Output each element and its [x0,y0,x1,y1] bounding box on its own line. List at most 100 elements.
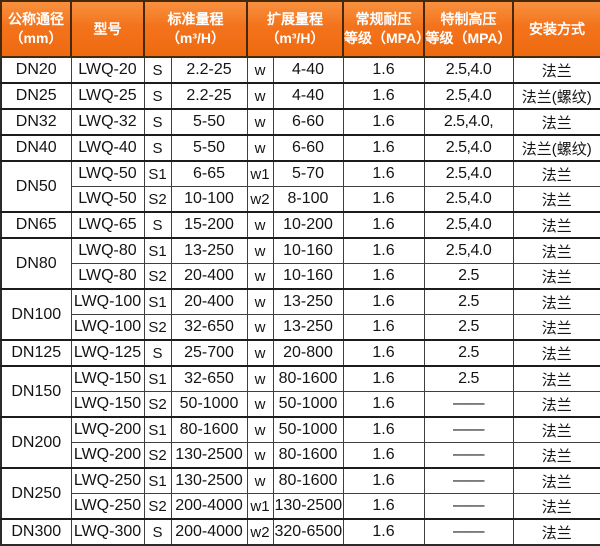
table-header: 公称通径 （mm） 型号 标准量程 （m³/H） 扩展量程 （m³/H） 常规耐… [0,0,600,58]
model-cell: LWQ-200 [70,416,145,443]
std-range-cell: 32-650 [170,314,248,341]
pressure-cell: 1.6 [342,467,425,494]
ext-code-cell: w [246,391,274,418]
install-cell: 法兰 [512,493,600,520]
table-row: DN250 LWQ-250 S1 130-2500 w 80-1600 1.6 —— 法兰 [0,467,600,520]
std-code-cell: S [143,134,172,162]
header-label-line2: （mm） [9,30,63,46]
model-cell: LWQ-80 [70,237,145,264]
ext-range-cell: 80-1600 [272,365,344,392]
ext-range-cell: 10-160 [272,263,344,290]
pressure-cell: 1.6 [342,82,425,110]
pressure-cell: 1.6 [342,365,425,392]
ext-range-cell: 5-70 [272,160,344,187]
ext-range-cell: 50-1000 [272,391,344,418]
install-cell: 法兰 [512,518,600,546]
std-range-cell: 2.2-25 [170,56,248,84]
high-pressure-cell: —— [423,391,514,418]
model-cell: LWQ-32 [70,108,145,136]
std-range-cell: 200-4000 [170,518,248,546]
table-row: DN20 LWQ-20 S 2.2-25 w 4-40 1.6 2.5,4.0 法兰 [0,56,600,84]
header-cell-standard-range: 标准量程 （m³/H） [143,0,248,58]
pressure-cell: 1.6 [342,416,425,443]
ext-range-cell: 50-1000 [272,416,344,443]
ext-range-cell: 10-200 [272,211,344,239]
install-cell: 法兰 [512,391,600,418]
table-row: LWQ-150 S2 50-1000 w 50-1000 1.6 —— 法兰 [1,391,600,418]
ext-code-cell: w [246,263,274,290]
high-pressure-cell: 2.5,4.0 [423,211,514,239]
install-cell: 法兰 [512,314,600,341]
table-row: DN40 LWQ-40 S 5-50 w 6-60 1.6 2.5,4.0 法兰(螺纹) [0,134,600,162]
table-row: LWQ-250 S2 200-4000 w1 130-2500 1.6 —— 法兰 [1,493,600,520]
table-row: LWQ-200 S2 130-2500 w 80-1600 1.6 —— 法兰 [1,442,600,469]
dn-cell: DN125 [0,339,72,367]
model-cell: LWQ-40 [70,134,145,162]
table-row: LWQ-80 S2 20-400 w 10-160 1.6 2.5 法兰 [1,263,600,290]
header-cell-extended-range: 扩展量程 （m³/H） [246,0,344,58]
std-range-cell: 25-700 [170,339,248,367]
header-cell-high-pressure: 特制高压 等级（MPA） [423,0,514,58]
dn-cell: DN100 [0,288,72,341]
std-range-cell: 5-50 [170,134,248,162]
ext-range-cell: 10-160 [272,237,344,264]
header-label-line1: 公称通径 [8,11,64,28]
ext-code-cell: w [246,211,274,239]
model-cell: LWQ-100 [70,314,145,341]
model-cell: LWQ-150 [70,391,145,418]
header-label-line1: 常规耐压 [355,11,412,28]
std-range-cell: 20-400 [170,263,248,290]
model-cell: LWQ-25 [70,82,145,110]
high-pressure-cell: 2.5,4.0, [423,108,514,136]
header-label-line1: 特制高压 [440,11,497,28]
std-code-cell: S2 [143,391,172,418]
pressure-cell: 1.6 [342,288,425,315]
dn-cell: DN65 [0,211,72,239]
model-cell: LWQ-50 [70,160,145,187]
std-range-cell: 13-250 [170,237,248,264]
ext-range-cell: 80-1600 [272,442,344,469]
std-code-cell: S2 [143,493,172,520]
std-code-cell: S [143,518,172,546]
std-code-cell: S2 [143,314,172,341]
table-row: DN300 LWQ-300 S 200-4000 w2 320-6500 1.6 —— 法兰 [0,518,600,546]
header-label-line1: 标准量程 [167,11,224,28]
header-label-line2: 等级（MPA） [425,30,512,46]
pressure-cell: 1.6 [342,56,425,84]
ext-code-cell: w [246,314,274,341]
std-range-cell: 130-2500 [170,442,248,469]
install-cell: 法兰 [512,263,600,290]
high-pressure-cell: —— [423,416,514,443]
high-pressure-cell: —— [423,518,514,546]
std-code-cell: S [143,339,172,367]
ext-code-cell: w [246,416,274,443]
dn-cell: DN25 [0,82,72,110]
install-cell: 法兰 [512,467,600,494]
ext-code-cell: w [246,467,274,494]
ext-range-cell: 8-100 [272,186,344,213]
install-cell: 法兰 [512,108,600,136]
ext-range-cell: 6-60 [272,108,344,136]
std-code-cell: S [143,108,172,136]
header-label-line2: （m³/H） [165,30,226,46]
pressure-cell: 1.6 [342,108,425,136]
table-row: DN125 LWQ-125 S 25-700 w 20-800 1.6 2.5 法兰 [0,339,600,367]
dn-cell: DN32 [0,108,72,136]
install-cell: 法兰(螺纹) [512,134,600,162]
ext-code-cell: w [246,442,274,469]
header-label-line2: （m³/H） [265,30,325,46]
std-range-cell: 2.2-25 [170,82,248,110]
dn-cell: DN150 [0,365,72,418]
ext-code-cell: w1 [246,160,274,187]
model-cell: LWQ-150 [70,365,145,392]
header-label-line1: 扩展量程 [267,11,323,28]
std-code-cell: S2 [143,263,172,290]
pressure-cell: 1.6 [342,493,425,520]
model-cell: LWQ-20 [70,56,145,84]
std-code-cell: S2 [143,186,172,213]
std-range-cell: 50-1000 [170,391,248,418]
std-range-cell: 5-50 [170,108,248,136]
header-row: 公称通径 （mm） 型号 标准量程 （m³/H） 扩展量程 （m³/H） 常规耐… [0,0,600,58]
